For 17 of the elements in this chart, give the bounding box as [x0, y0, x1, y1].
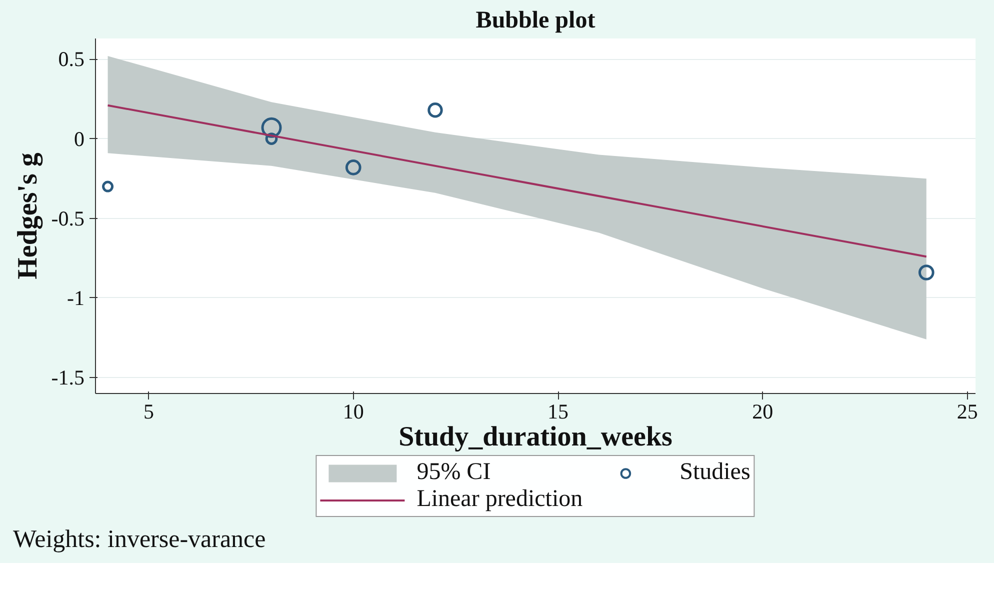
y-tick-label: 0.5 [58, 47, 84, 72]
x-axis-title: Study_duration_weeks [398, 422, 673, 452]
y-tick-label: -1.5 [51, 366, 85, 390]
x-tick-label: 15 [548, 400, 569, 424]
y-axis-title: Hedges's g [12, 152, 44, 280]
x-tick-label: 10 [342, 400, 364, 424]
legend-label: Linear prediction [416, 486, 583, 513]
legend-label: Studies [680, 459, 750, 486]
y-tick-label: 0 [74, 126, 84, 151]
x-tick-label: 20 [752, 400, 774, 424]
text: Weights: inverse-varance [13, 525, 266, 555]
y-tick-label: -0.5 [51, 206, 85, 230]
y-tick-label: -1 [67, 286, 85, 310]
x-tick-label: 25 [956, 400, 978, 424]
chart-title: Bubble plot [476, 8, 596, 34]
legend-label: 95% CI [416, 459, 491, 486]
x-tick-label: 5 [143, 400, 154, 424]
